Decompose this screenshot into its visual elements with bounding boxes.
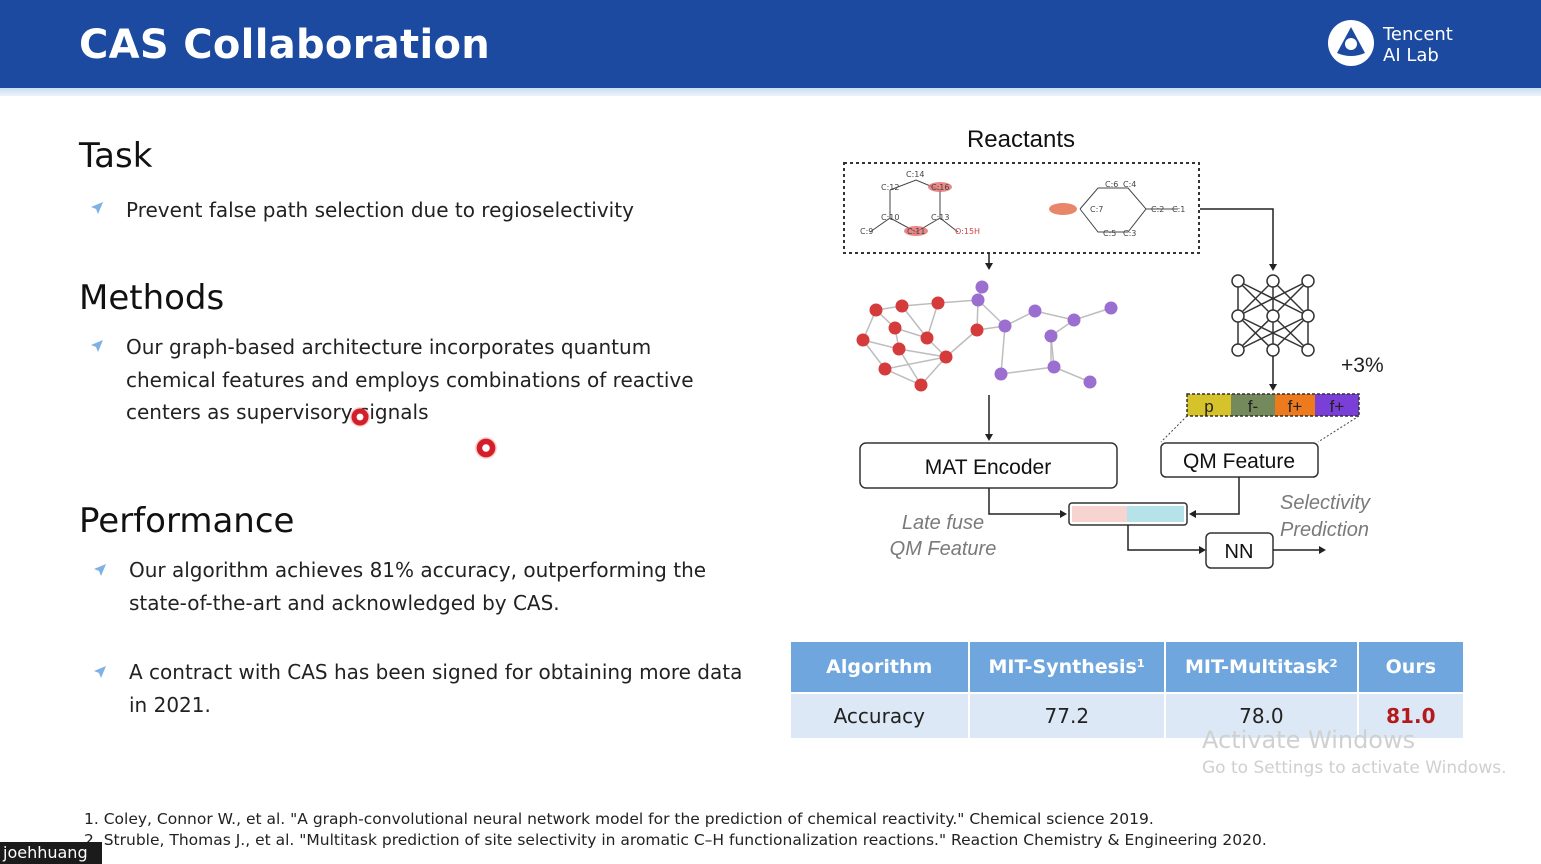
atom-label: C:9 (860, 227, 873, 236)
activate-windows-hint: Go to Settings to activate Windows. (1202, 758, 1507, 778)
atom-label: C:3 (1123, 229, 1136, 238)
selectivity-label: Prediction (1280, 519, 1369, 541)
table-header-cell: MIT-Multitask² (1166, 642, 1357, 692)
qm-feature-label: QM Feature (1183, 450, 1295, 473)
atom-label: C:6 (1105, 180, 1118, 189)
selectivity-label: Selectivity (1280, 492, 1371, 514)
reactant-molecule-2 (1079, 187, 1178, 233)
feature-cell-label: p (1204, 397, 1213, 416)
performance-bullet-line: state-of-the-art and acknowledged by CAS… (129, 590, 560, 615)
arrow-head (1269, 264, 1277, 271)
table-header-cell: Algorithm (791, 642, 968, 692)
performance-bullet-line: Our algorithm achieves 81% accuracy, out… (129, 558, 707, 582)
laser-pointer-icon (475, 437, 497, 459)
atom-label: C:4 (1123, 180, 1136, 189)
slide-header: CAS Collaboration Tencent AI Lab (0, 0, 1541, 88)
results-table: Algorithm MIT-Synthesis¹ MIT-Multitask² … (789, 642, 1465, 738)
atom-label: O:15H (955, 227, 980, 236)
reactive-site-marker (1049, 203, 1077, 215)
improvement-label: +3% (1341, 354, 1384, 377)
model-architecture-diagram: Reactants C:14 C:12 C:16 C:10 C:13 C:9 C… (843, 126, 1384, 569)
laser-pointer-icon (350, 407, 370, 427)
logo-text: Tencent AI Lab (1383, 24, 1453, 66)
arrow-head (985, 263, 993, 270)
reactive-site-marker (904, 226, 928, 236)
tencent-ai-lab-logo-icon (1328, 20, 1374, 66)
mat-encoder-label: MAT Encoder (925, 456, 1051, 479)
atom-label: C:10 (881, 213, 899, 222)
methods-bullet-line: centers as supervisory signals (126, 400, 429, 424)
arrow-head (1319, 546, 1326, 554)
arrow-head (1060, 510, 1067, 518)
table-row: Accuracy 77.2 78.0 81.0 (791, 692, 1463, 738)
bullet-arrow-icon (94, 564, 106, 576)
feature-cell-label: f+ (1288, 397, 1303, 416)
arrow-head (985, 434, 993, 441)
atom-label: C:12 (881, 183, 899, 192)
feature-cell-label: f+ (1330, 397, 1345, 416)
header-accent-strip (0, 88, 1541, 96)
bullet-arrow-icon (91, 340, 103, 352)
performance-bullet-1: Our algorithm achieves 81% accuracy, out… (129, 554, 706, 619)
graph-nodes (856, 280, 1118, 392)
arrow-line (1127, 525, 1200, 551)
task-heading: Task (79, 136, 153, 176)
atom-label: C:5 (1103, 229, 1116, 238)
performance-heading: Performance (79, 501, 295, 541)
atom-label: C:7 (1090, 205, 1103, 214)
performance-bullet-line: in 2021. (129, 692, 211, 717)
atom-label: C:14 (906, 170, 924, 179)
reactive-site-marker (928, 182, 952, 192)
methods-heading: Methods (79, 278, 225, 318)
atom-label: C:16 (931, 183, 949, 192)
arrow-head (1269, 384, 1277, 391)
reactants-label: Reactants (967, 126, 1075, 153)
references: 1. Coley, Connor W., et al. "A graph-con… (84, 809, 1267, 851)
arrow-head (1189, 510, 1196, 518)
presenter-name-tag: joehhuang (0, 842, 102, 864)
bullet-arrow-icon (91, 202, 103, 214)
bullet-arrow-icon (94, 666, 106, 678)
table-cell: 78.0 (1166, 692, 1357, 738)
methods-bullet-line: Our graph-based architecture incorporate… (126, 335, 652, 359)
tencent-ai-lab-logo: Tencent AI Lab (1326, 18, 1476, 74)
reference-item: 1. Coley, Connor W., et al. "A graph-con… (84, 810, 1154, 828)
atom-label: C:11 (907, 227, 925, 236)
atom-label: C:1 (1172, 205, 1185, 214)
performance-bullet-line: A contract with CAS has been signed for … (129, 660, 743, 684)
late-fuse-label: Late fuse (902, 512, 984, 534)
arrow-line (1200, 208, 1274, 266)
reference-item: 2. Struble, Thomas J., et al. "Multitask… (84, 831, 1267, 849)
neural-network-icon (1231, 274, 1315, 357)
table-header-cell: MIT-Synthesis¹ (969, 642, 1165, 692)
qm-feature-strip: p f- f+ f+ (1186, 393, 1360, 417)
methods-bullet-1: Our graph-based architecture incorporate… (126, 331, 694, 429)
slide-title: CAS Collaboration (79, 22, 491, 68)
arrow-line (1195, 477, 1240, 515)
logo-line-1: Tencent (1383, 24, 1453, 45)
arrow-head (1199, 546, 1206, 554)
methods-bullet-line: chemical features and employs combinatio… (126, 367, 694, 392)
late-fuse-label: QM Feature (890, 538, 997, 560)
table-cell: 77.2 (969, 692, 1165, 738)
performance-bullet-2: A contract with CAS has been signed for … (129, 656, 742, 721)
arrow-line (988, 488, 1061, 515)
table-header-cell: Ours (1358, 642, 1463, 692)
atom-label: C:2 (1151, 205, 1164, 214)
atom-label: C:13 (931, 213, 949, 222)
table-header-row: Algorithm MIT-Synthesis¹ MIT-Multitask² … (791, 642, 1463, 692)
table-cell: Accuracy (791, 692, 968, 738)
feature-cell-label: f- (1248, 397, 1258, 416)
activate-windows-watermark: Activate Windows (1202, 726, 1416, 754)
nn-label: NN (1225, 541, 1254, 563)
logo-line-2: AI Lab (1383, 45, 1439, 66)
table-cell-highlight: 81.0 (1358, 692, 1463, 738)
task-bullet-1: Prevent false path selection due to regi… (126, 198, 634, 222)
reactant-molecule-1 (869, 179, 959, 233)
